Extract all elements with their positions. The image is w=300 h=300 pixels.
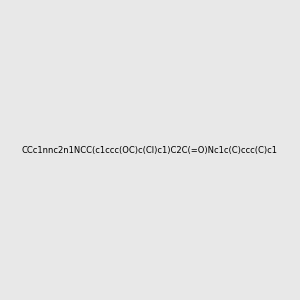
Text: CCc1nnc2n1NCC(c1ccc(OC)c(Cl)c1)C2C(=O)Nc1c(C)ccc(C)c1: CCc1nnc2n1NCC(c1ccc(OC)c(Cl)c1)C2C(=O)Nc…	[22, 146, 278, 154]
